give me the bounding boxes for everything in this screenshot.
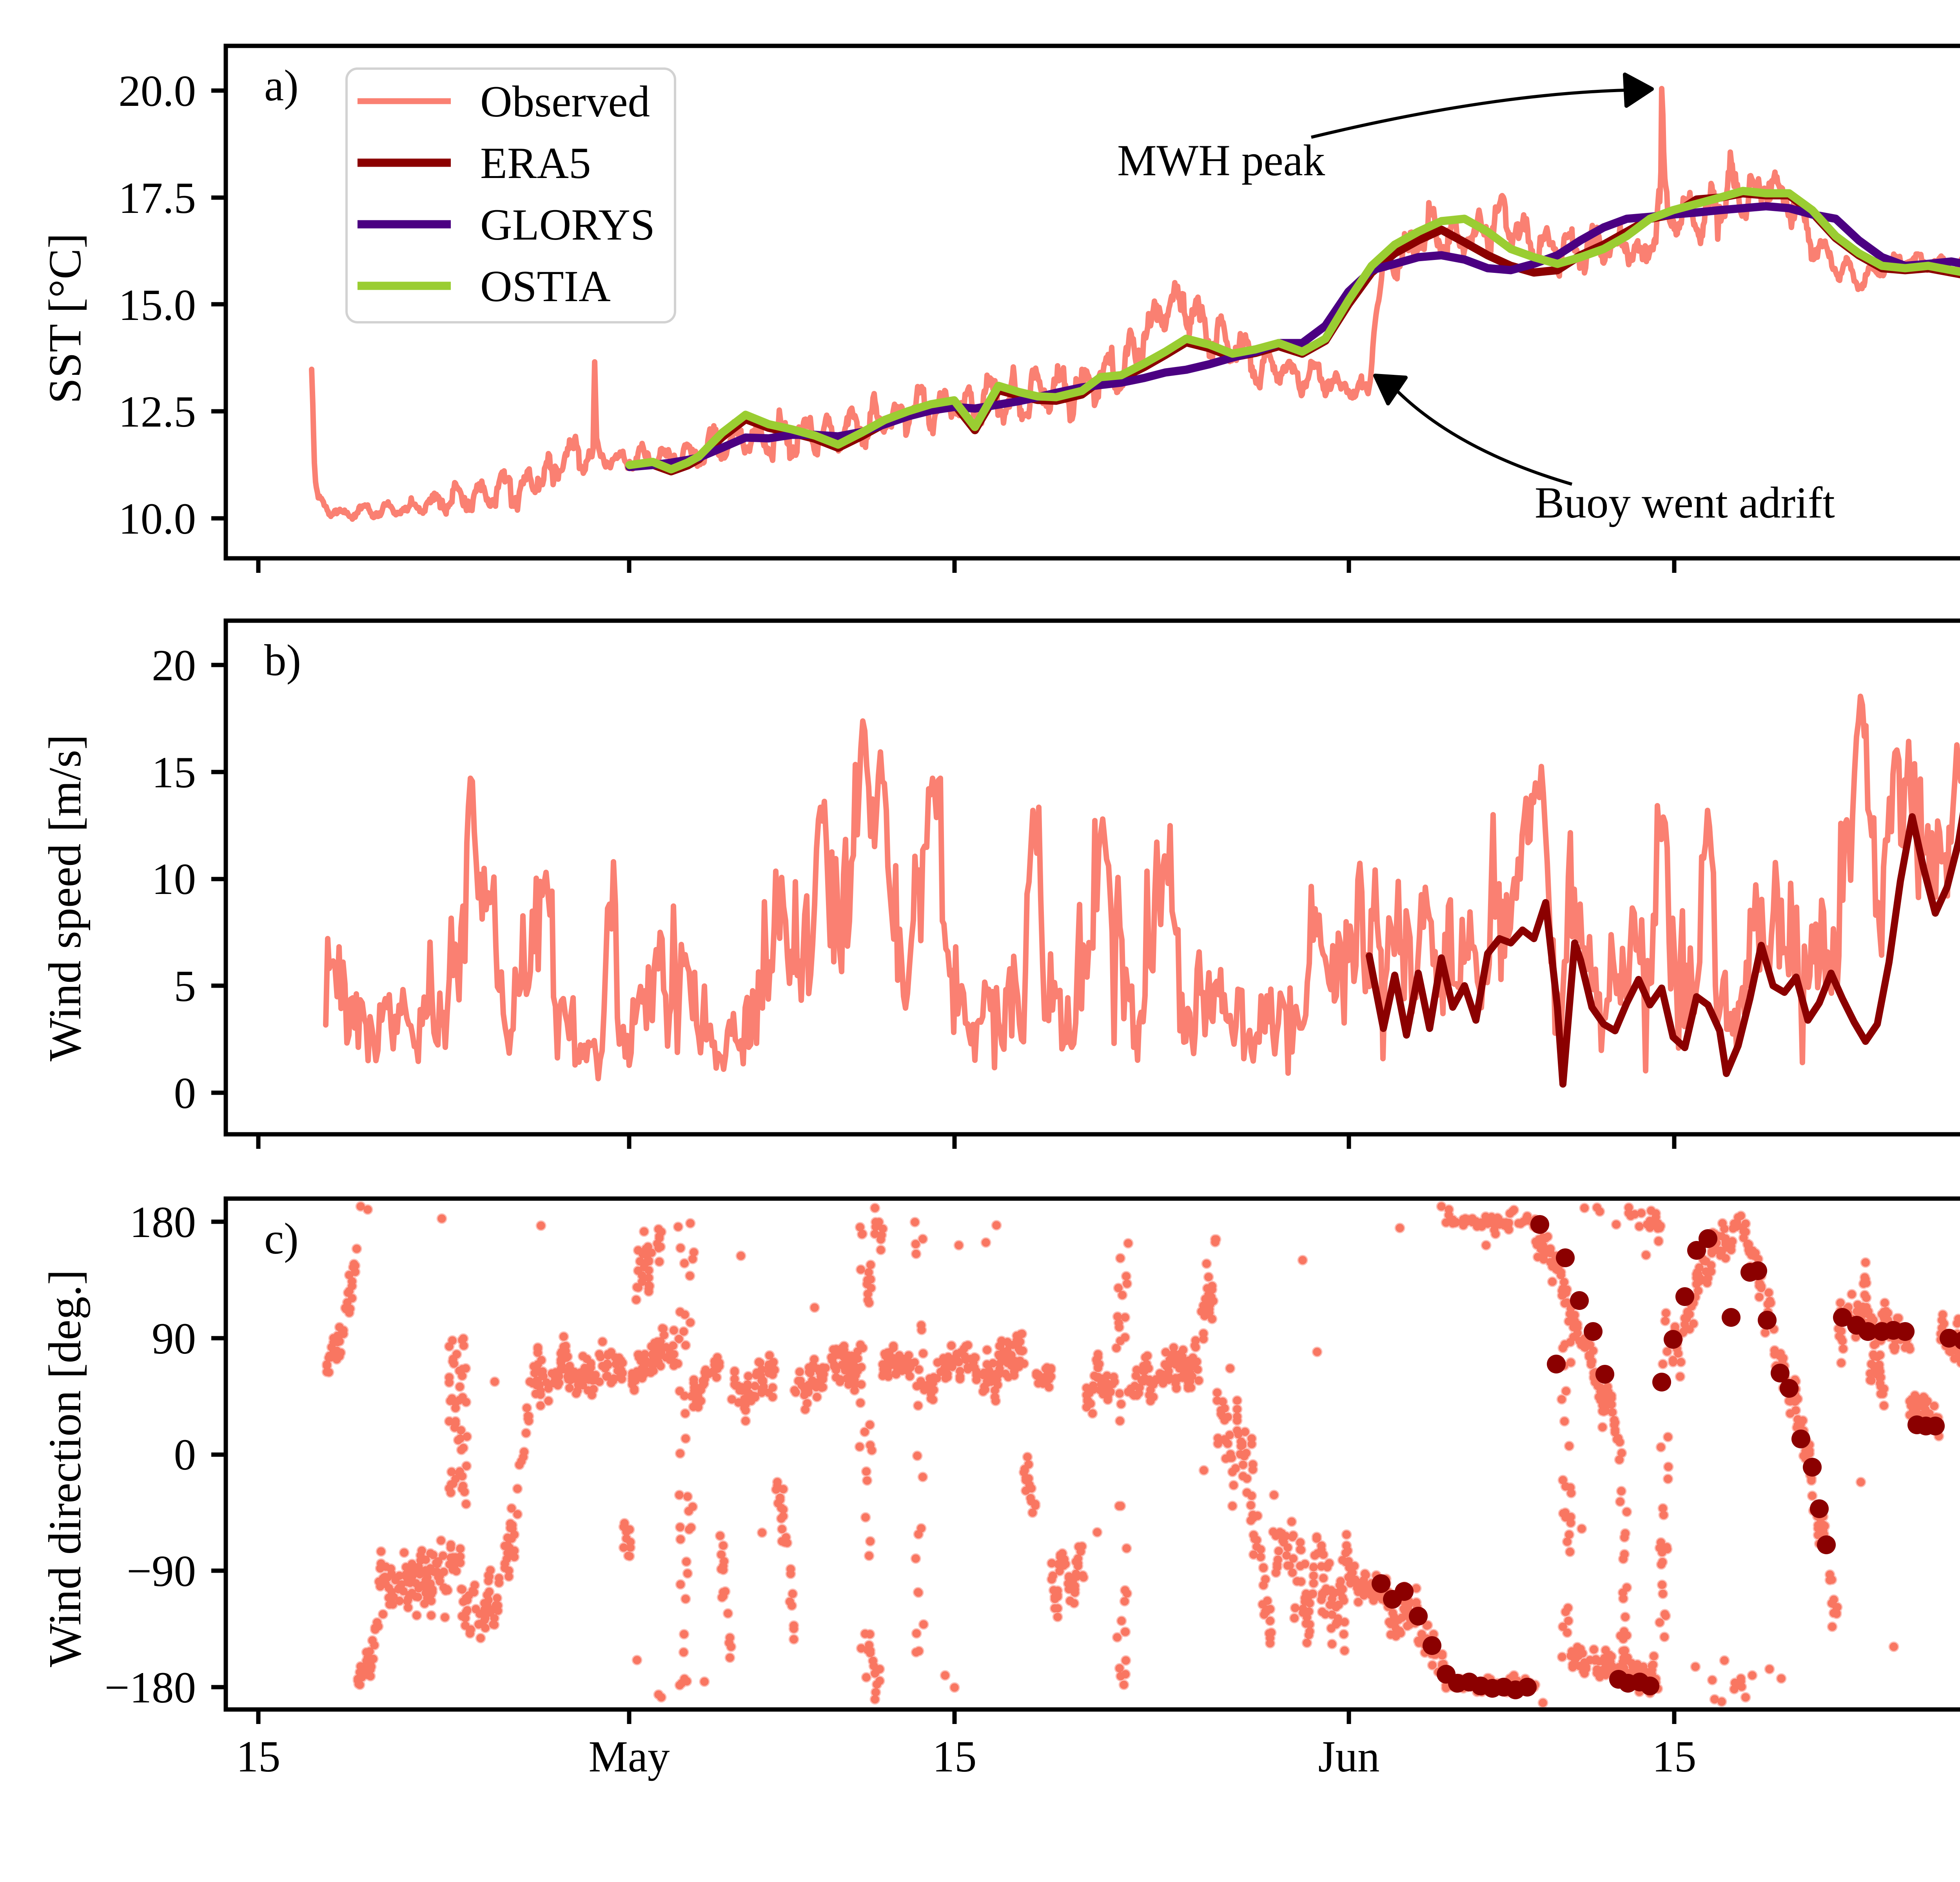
svg-text:90: 90 [152, 1314, 196, 1363]
svg-text:12.5: 12.5 [118, 387, 196, 436]
svg-text:−180: −180 [105, 1663, 196, 1712]
svg-text:20.0: 20.0 [118, 67, 196, 116]
svg-text:20: 20 [152, 641, 196, 690]
svg-text:a): a) [264, 61, 299, 110]
svg-text:15.0: 15.0 [118, 281, 196, 330]
svg-text:Wind speed [m/s]: Wind speed [m/s] [39, 734, 91, 1061]
svg-text:15: 15 [152, 748, 196, 797]
svg-text:0: 0 [174, 1430, 196, 1479]
svg-text:GLORYS: GLORYS [480, 200, 655, 249]
svg-text:Observed: Observed [480, 77, 650, 126]
svg-text:Buoy went adrift: Buoy went adrift [1535, 478, 1835, 527]
svg-text:MWH peak: MWH peak [1117, 136, 1325, 185]
svg-text:Wind direction [deg.]: Wind direction [deg.] [39, 1270, 91, 1667]
svg-text:15: 15 [236, 1732, 281, 1781]
svg-text:180: 180 [130, 1198, 196, 1247]
svg-text:15: 15 [1652, 1732, 1697, 1781]
svg-text:10.0: 10.0 [118, 494, 196, 543]
svg-text:Jun: Jun [1318, 1732, 1380, 1781]
svg-text:b): b) [264, 636, 301, 685]
svg-text:0: 0 [174, 1069, 196, 1118]
svg-text:SST [°C]: SST [°C] [39, 233, 91, 403]
svg-text:−90: −90 [127, 1547, 196, 1596]
svg-text:17.5: 17.5 [118, 174, 196, 223]
svg-text:5: 5 [174, 962, 196, 1011]
svg-text:10: 10 [152, 855, 196, 904]
svg-text:c): c) [264, 1214, 299, 1263]
svg-text:15: 15 [933, 1732, 977, 1781]
svg-text:May: May [588, 1732, 670, 1781]
svg-text:ERA5: ERA5 [480, 139, 591, 188]
svg-text:OSTIA: OSTIA [480, 262, 611, 311]
